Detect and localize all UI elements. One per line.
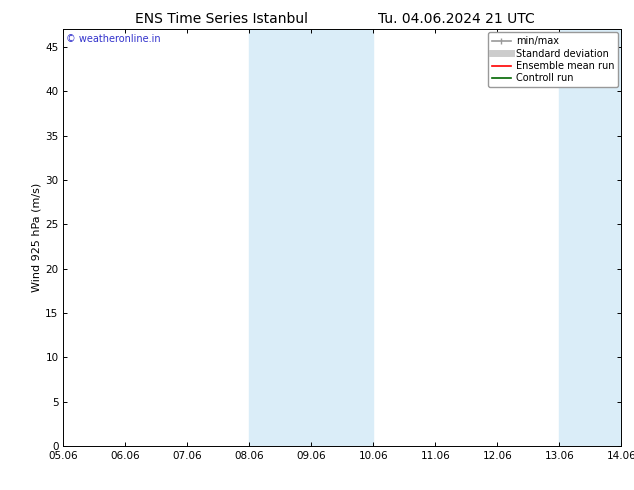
Bar <box>249 29 311 446</box>
Bar <box>311 29 373 446</box>
Y-axis label: Wind 925 hPa (m/s): Wind 925 hPa (m/s) <box>31 183 41 292</box>
Text: © weatheronline.in: © weatheronline.in <box>66 34 161 44</box>
Bar <box>559 29 621 446</box>
Legend: min/max, Standard deviation, Ensemble mean run, Controll run: min/max, Standard deviation, Ensemble me… <box>488 32 618 87</box>
Text: Tu. 04.06.2024 21 UTC: Tu. 04.06.2024 21 UTC <box>378 12 535 26</box>
Text: ENS Time Series Istanbul: ENS Time Series Istanbul <box>136 12 308 26</box>
